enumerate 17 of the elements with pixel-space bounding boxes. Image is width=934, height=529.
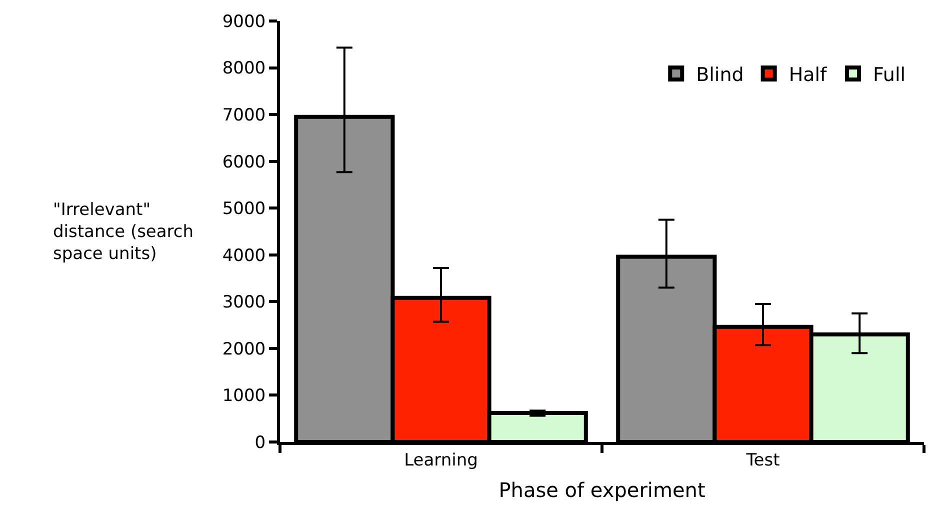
- y-tick-label: 9000: [222, 12, 266, 32]
- legend-label: Full: [873, 64, 906, 86]
- legend-label: Blind: [696, 64, 744, 86]
- y-tick-label: 5000: [222, 199, 266, 220]
- y-tick-label: 8000: [222, 58, 266, 79]
- y-tick-label: 2000: [222, 339, 266, 360]
- y-tick-label: 3000: [222, 292, 266, 313]
- x-tick-label: Test: [745, 450, 780, 470]
- y-tick-label: 4000: [222, 246, 266, 266]
- x-tick-label: Learning: [404, 450, 478, 470]
- y-axis-title: "Irrelevant" distance (search space units): [53, 200, 194, 264]
- legend-label: Half: [788, 64, 828, 86]
- y-tick-label: 0: [254, 432, 266, 453]
- y-tick-label: 7000: [222, 106, 266, 126]
- y-tick-label: 1000: [222, 386, 266, 406]
- y-tick-label: 6000: [222, 152, 266, 172]
- x-axis-title: Phase of experiment: [498, 478, 706, 502]
